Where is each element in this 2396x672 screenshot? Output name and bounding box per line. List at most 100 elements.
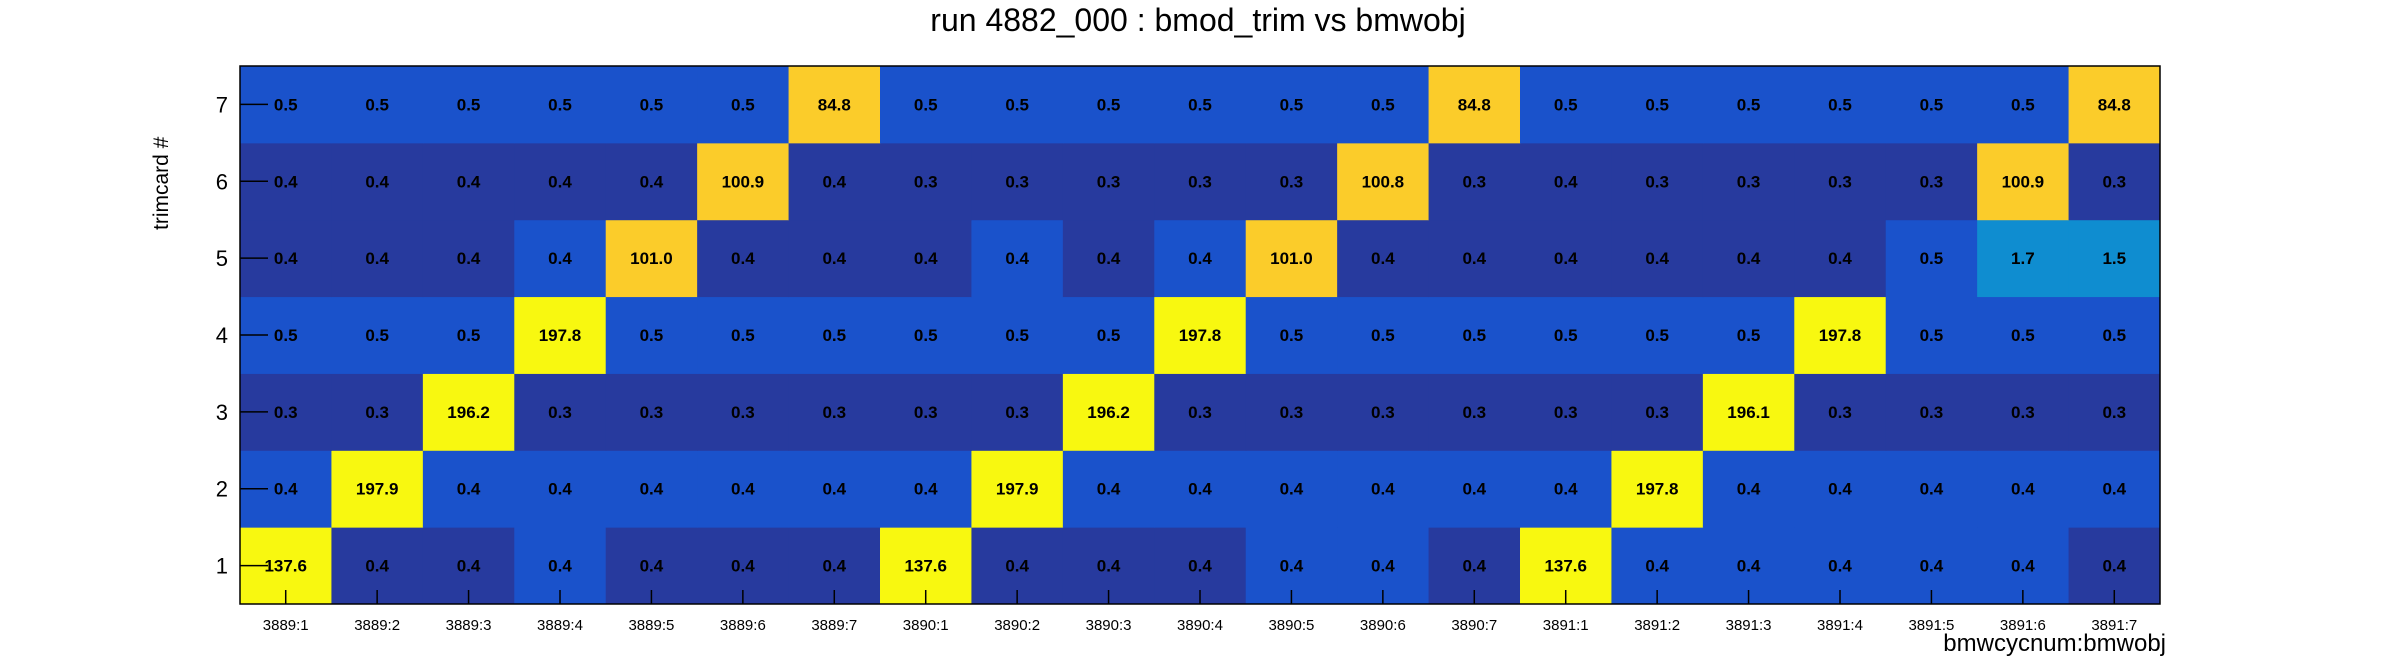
y-tick-label: 4 <box>216 323 228 348</box>
cell-value-label: 0.3 <box>1462 403 1486 422</box>
cell-value-label: 0.4 <box>1005 249 1029 268</box>
heatmap-cell <box>331 296 424 374</box>
cell-value-label: 0.5 <box>1737 326 1761 345</box>
heatmap-cell <box>1702 373 1795 451</box>
heatmap-cell <box>2068 296 2161 374</box>
heatmap-cell <box>1062 219 1155 298</box>
y-tick-label: 6 <box>216 169 228 194</box>
heatmap-cell <box>2068 450 2161 528</box>
heatmap-cell <box>422 219 515 298</box>
heatmap-cell <box>1337 450 1430 528</box>
heatmap-cell <box>1062 296 1155 374</box>
heatmap-cell <box>1428 450 1521 528</box>
heatmap-cell <box>605 296 698 374</box>
heatmap-cell <box>1977 66 2070 144</box>
heatmap-cell <box>1794 66 1887 144</box>
cell-value-label: 197.8 <box>1179 326 1222 345</box>
heatmap-cell <box>971 450 1064 528</box>
heatmap-cell <box>880 296 972 374</box>
heatmap-cell <box>971 373 1064 451</box>
cell-value-label: 0.4 <box>731 480 755 499</box>
heatmap-cell <box>1245 142 1338 221</box>
cell-value-label: 0.4 <box>457 172 481 191</box>
cell-value-label: 0.3 <box>914 172 938 191</box>
cell-value-label: 100.9 <box>722 172 765 191</box>
heatmap-cell <box>1794 450 1887 528</box>
cell-value-label: 196.2 <box>1087 403 1130 422</box>
cell-value-label: 0.3 <box>731 403 755 422</box>
cell-value-label: 0.3 <box>1828 172 1852 191</box>
cell-value-label: 0.4 <box>274 172 298 191</box>
cell-value-label: 0.4 <box>1737 480 1761 499</box>
cell-value-label: 137.6 <box>264 557 307 576</box>
cell-value-label: 0.4 <box>1188 480 1212 499</box>
cell-value-label: 0.5 <box>457 95 481 114</box>
cell-value-label: 0.5 <box>2011 326 2035 345</box>
heatmap-cell <box>2068 219 2161 298</box>
cell-value-label: 0.4 <box>1920 557 1944 576</box>
heatmap-cell <box>1977 450 2070 528</box>
cell-value-label: 0.4 <box>731 249 755 268</box>
heatmap-cell <box>788 219 881 298</box>
heatmap-cell <box>1154 219 1247 298</box>
cell-value-label: 0.4 <box>1097 480 1121 499</box>
cell-value-label: 0.5 <box>1280 326 1304 345</box>
heatmap-cell <box>697 66 790 144</box>
x-tick-label: 3889:7 <box>811 617 857 634</box>
heatmap-cell <box>1520 66 1612 144</box>
x-tick-label: 3889:1 <box>263 617 309 634</box>
heatmap-cell <box>1702 450 1795 528</box>
heatmap-cell <box>1611 219 1704 298</box>
heatmap-cell <box>788 373 881 451</box>
cell-value-label: 0.3 <box>1645 403 1669 422</box>
cell-value-label: 0.5 <box>1371 326 1395 345</box>
cell-value-label: 0.5 <box>365 326 389 345</box>
heatmap-cell <box>1337 219 1430 298</box>
cell-value-label: 0.3 <box>1280 403 1304 422</box>
cell-value-label: 0.4 <box>548 480 572 499</box>
cell-value-label: 0.4 <box>1280 557 1304 576</box>
heatmap-cell <box>1520 373 1612 451</box>
cell-value-label: 0.5 <box>640 326 664 345</box>
heatmap-cell <box>880 142 972 221</box>
heatmap-cell <box>1520 142 1612 221</box>
heatmap-cell <box>1702 142 1795 221</box>
heatmap-cell <box>331 219 424 298</box>
heatmap-cell <box>1428 373 1521 451</box>
cell-value-label: 0.3 <box>640 403 664 422</box>
heatmap-cell <box>1702 296 1795 374</box>
heatmap-cell <box>1337 373 1430 451</box>
cell-value-label: 0.4 <box>548 557 572 576</box>
heatmap-cell <box>331 66 424 144</box>
heatmap-cell <box>1520 296 1612 374</box>
heatmap-cell <box>697 296 790 374</box>
heatmap-cell <box>1794 373 1887 451</box>
cell-value-label: 0.5 <box>1280 95 1304 114</box>
heatmap-cell <box>1154 142 1247 221</box>
cell-value-label: 0.5 <box>1920 95 1944 114</box>
x-tick-label: 3891:7 <box>2091 617 2137 634</box>
cell-value-label: 0.5 <box>822 326 846 345</box>
cell-value-label: 0.4 <box>1645 557 1669 576</box>
x-tick-label: 3890:3 <box>1086 617 1132 634</box>
cell-value-label: 0.5 <box>548 95 572 114</box>
heatmap-cell <box>422 373 515 451</box>
chart-title: run 4882_000 : bmod_trim vs bmwobj <box>930 2 1466 38</box>
cell-value-label: 0.5 <box>1554 95 1578 114</box>
cell-value-label: 0.3 <box>2102 172 2126 191</box>
cell-value-label: 84.8 <box>818 95 851 114</box>
cell-value-label: 0.5 <box>1920 249 1944 268</box>
cell-value-label: 0.4 <box>1371 557 1395 576</box>
x-axis-label: bmwcycnum:bmwobj <box>1943 630 2166 657</box>
heatmap-cell <box>1794 142 1887 221</box>
heatmap-cell <box>788 66 881 144</box>
heatmap-cell <box>971 219 1064 298</box>
cell-value-label: 0.4 <box>1097 249 1121 268</box>
heatmap-cell <box>1977 373 2070 451</box>
cell-value-label: 0.5 <box>274 326 298 345</box>
y-tick-label: 3 <box>216 400 228 425</box>
cell-value-label: 0.3 <box>2011 403 2035 422</box>
heatmap-cell <box>1885 450 1978 528</box>
heatmap-cell <box>1245 373 1338 451</box>
